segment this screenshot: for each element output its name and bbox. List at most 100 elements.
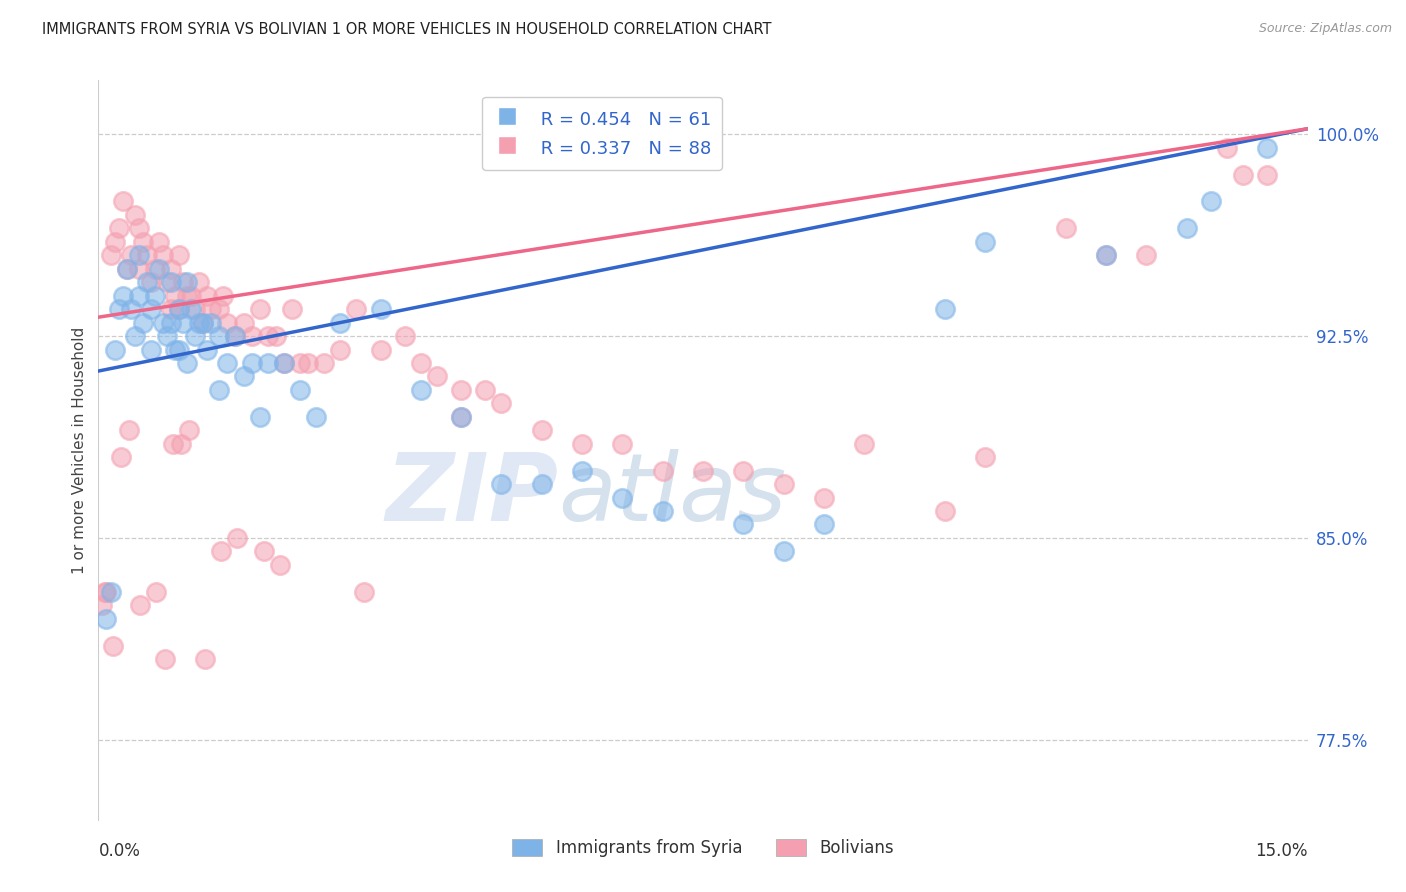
Point: [153, 652, 176, 666]
Point: [733, 464, 755, 478]
Point: [152, 248, 174, 262]
Point: [474, 383, 496, 397]
Point: [107, 221, 129, 235]
Point: [176, 275, 198, 289]
Point: [571, 464, 593, 478]
Point: [813, 491, 835, 505]
Point: [128, 248, 150, 262]
Point: [450, 409, 472, 424]
Point: [100, 584, 122, 599]
Point: [193, 316, 215, 330]
Point: [188, 316, 211, 330]
Point: [143, 261, 166, 276]
Point: [297, 356, 319, 370]
Point: [195, 343, 218, 357]
Point: [208, 383, 231, 397]
Point: [128, 261, 150, 276]
Point: [314, 356, 336, 370]
Point: [226, 531, 249, 545]
Point: [240, 329, 263, 343]
Point: [160, 302, 183, 317]
Point: [651, 504, 673, 518]
Text: ZIP: ZIP: [385, 449, 558, 541]
Point: [115, 261, 138, 276]
Point: [409, 383, 432, 397]
Point: [180, 288, 202, 302]
Point: [217, 356, 239, 370]
Point: [232, 369, 254, 384]
Point: [224, 329, 246, 343]
Point: [217, 316, 239, 330]
Point: [135, 275, 157, 289]
Point: [1256, 168, 1278, 182]
Point: [132, 316, 155, 330]
Point: [281, 302, 304, 317]
Point: [145, 584, 167, 599]
Point: [148, 235, 170, 249]
Point: [208, 329, 231, 343]
Text: IMMIGRANTS FROM SYRIA VS BOLIVIAN 1 OR MORE VEHICLES IN HOUSEHOLD CORRELATION CH: IMMIGRANTS FROM SYRIA VS BOLIVIAN 1 OR M…: [42, 22, 772, 37]
Point: [177, 423, 200, 437]
Point: [172, 316, 194, 330]
Point: [101, 639, 124, 653]
Point: [184, 329, 207, 343]
Point: [370, 302, 392, 317]
Point: [162, 436, 184, 450]
Point: [1256, 140, 1278, 154]
Point: [120, 302, 142, 317]
Point: [305, 409, 328, 424]
Point: [612, 436, 634, 450]
Point: [256, 356, 278, 370]
Point: [169, 436, 191, 450]
Point: [124, 329, 146, 343]
Point: [1135, 248, 1157, 262]
Point: [329, 343, 352, 357]
Text: 0.0%: 0.0%: [98, 842, 141, 860]
Point: [571, 436, 593, 450]
Point: [426, 369, 449, 384]
Point: [103, 343, 125, 357]
Point: [1095, 248, 1118, 262]
Point: [167, 302, 190, 317]
Point: [208, 302, 231, 317]
Point: [1199, 194, 1222, 209]
Point: [139, 302, 162, 317]
Point: [132, 235, 155, 249]
Point: [651, 464, 673, 478]
Point: [167, 343, 190, 357]
Point: [269, 558, 291, 572]
Point: [530, 477, 553, 491]
Point: [1232, 168, 1254, 182]
Point: [103, 235, 125, 249]
Point: [853, 436, 876, 450]
Point: [152, 316, 174, 330]
Point: [491, 396, 513, 410]
Point: [273, 356, 295, 370]
Point: [111, 288, 134, 302]
Point: [96, 584, 118, 599]
Point: [934, 504, 956, 518]
Point: [934, 302, 956, 317]
Point: [139, 343, 162, 357]
Point: [264, 329, 287, 343]
Point: [139, 275, 162, 289]
Point: [353, 584, 375, 599]
Point: [772, 477, 794, 491]
Point: [156, 275, 179, 289]
Point: [394, 329, 416, 343]
Point: [370, 343, 392, 357]
Point: [100, 248, 122, 262]
Point: [273, 356, 295, 370]
Point: [1216, 140, 1239, 154]
Point: [249, 302, 271, 317]
Point: [194, 652, 217, 666]
Point: [974, 235, 997, 249]
Point: [212, 288, 235, 302]
Point: [128, 288, 150, 302]
Point: [107, 302, 129, 317]
Point: [110, 450, 132, 465]
Point: [135, 248, 157, 262]
Point: [180, 302, 202, 317]
Point: [409, 356, 432, 370]
Point: [344, 302, 367, 317]
